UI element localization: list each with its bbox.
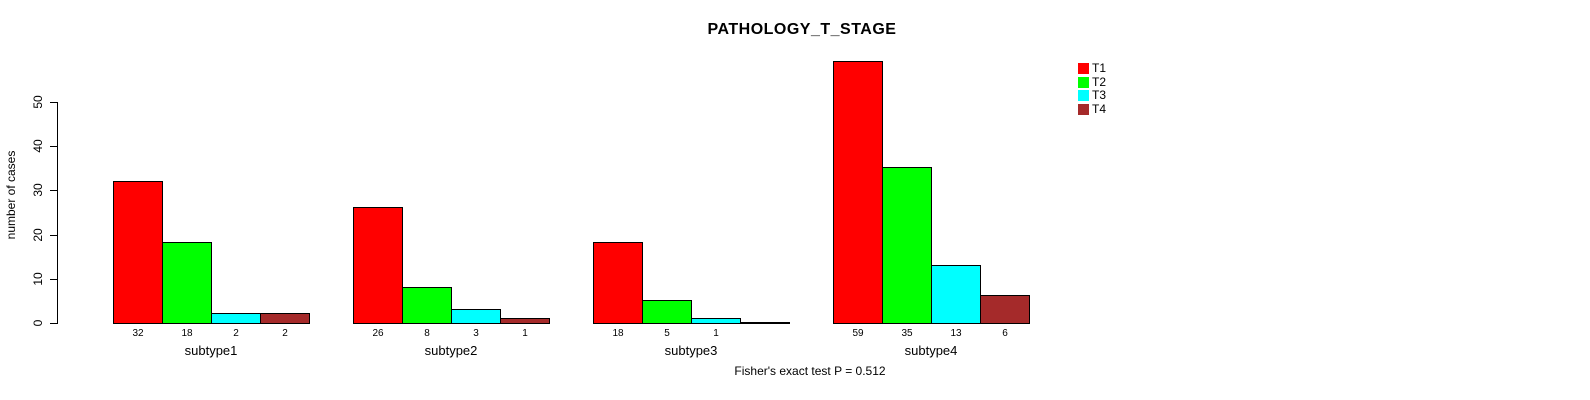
bar-subtype2-T2 [402, 287, 452, 324]
legend-swatch-T2 [1078, 77, 1089, 88]
bar-subtype4-T4 [980, 295, 1030, 324]
bar-value-label: 13 [950, 328, 962, 339]
y-tick-label: 10 [31, 272, 45, 286]
y-tick-label: 50 [31, 95, 45, 109]
bar-value-label: 8 [424, 328, 430, 339]
bar-subtype3-T4 [740, 322, 790, 324]
bar-subtype1-T1 [113, 181, 163, 324]
y-tick-label: 0 [31, 319, 45, 327]
y-tick-label: 30 [31, 183, 45, 197]
y-tick-mark [50, 235, 58, 236]
legend-label-T1: T1 [1092, 61, 1107, 75]
bar-subtype3-T1 [593, 242, 643, 324]
category-label-subtype4: subtype4 [904, 343, 958, 358]
bar-value-label: 35 [901, 328, 913, 339]
bar-subtype2-T3 [451, 309, 501, 324]
bar-subtype1-T4 [260, 313, 310, 324]
category-label-subtype1: subtype1 [184, 343, 238, 358]
bar-value-label: 6 [1002, 328, 1008, 339]
bar-value-label: 18 [181, 328, 193, 339]
bar-value-label: 32 [132, 328, 144, 339]
chart-title: PATHOLOGY_T_STAGE [707, 21, 897, 38]
bar-value-label: 26 [372, 328, 384, 339]
bar-value-label: 2 [233, 328, 239, 339]
legend-swatch-T3 [1078, 90, 1089, 101]
y-axis-label: number of cases [4, 150, 18, 240]
category-label-subtype3: subtype3 [664, 343, 718, 358]
legend-label-T3: T3 [1092, 88, 1107, 102]
bar-value-label: 59 [852, 328, 864, 339]
legend-label-T4: T4 [1092, 102, 1107, 116]
legend-label-T2: T2 [1092, 75, 1107, 89]
y-axis-line [57, 102, 58, 324]
legend-swatch-T4 [1078, 104, 1089, 115]
y-tick-mark [50, 190, 58, 191]
bar-subtype3-T2 [642, 300, 692, 324]
y-tick-label: 40 [31, 139, 45, 153]
legend-swatch-T1 [1078, 63, 1089, 74]
bar-value-label: 3 [473, 328, 479, 339]
category-label-subtype2: subtype2 [424, 343, 478, 358]
bar-value-label: 2 [282, 328, 288, 339]
bar-subtype1-T3 [211, 313, 261, 324]
y-tick-mark [50, 323, 58, 324]
bar-subtype4-T1 [833, 61, 883, 324]
y-tick-mark [50, 146, 58, 147]
caption-fishers-test: Fisher's exact test P = 0.512 [734, 364, 886, 378]
y-tick-mark [50, 102, 58, 103]
bar-subtype3-T3 [691, 318, 741, 324]
bar-value-label: 5 [664, 328, 670, 339]
bar-subtype4-T3 [931, 265, 981, 324]
bar-value-label: 1 [522, 328, 528, 339]
bar-subtype2-T4 [500, 318, 550, 324]
bar-subtype2-T1 [353, 207, 403, 324]
y-tick-mark [50, 279, 58, 280]
bar-value-label: 1 [713, 328, 719, 339]
y-tick-label: 20 [31, 228, 45, 242]
bar-value-label: 18 [612, 328, 624, 339]
bar-subtype4-T2 [882, 167, 932, 324]
bar-subtype1-T2 [162, 242, 212, 324]
